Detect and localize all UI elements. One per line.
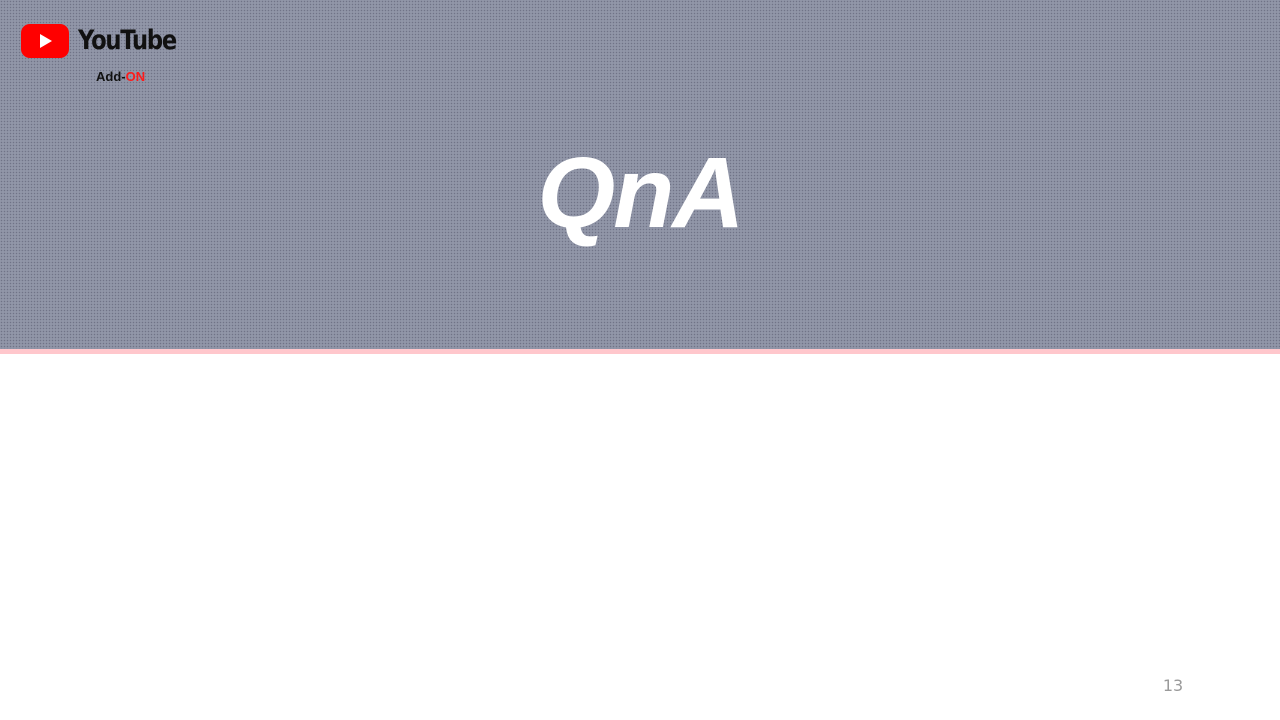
- accent-divider: [0, 349, 1280, 354]
- youtube-wordmark: YouTube: [78, 25, 177, 56]
- addon-prefix: Add-: [96, 69, 126, 84]
- youtube-play-icon: [21, 24, 69, 58]
- slide-title: QnA: [537, 137, 744, 249]
- addon-suffix: ON: [125, 69, 146, 84]
- page-number: 13: [1162, 676, 1184, 695]
- header-banner: YouTube Add-ON QnA: [0, 0, 1280, 349]
- youtube-addon-logo: YouTube Add-ON: [21, 24, 181, 88]
- addon-label: Add-ON: [96, 69, 145, 84]
